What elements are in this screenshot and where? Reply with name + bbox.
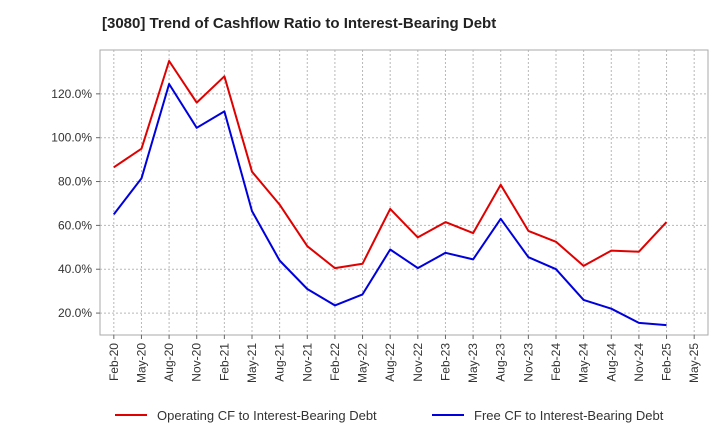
x-tick-label: Nov-21 bbox=[300, 343, 314, 382]
x-tick-label: Feb-23 bbox=[438, 343, 452, 381]
x-tick-label: Feb-21 bbox=[217, 343, 231, 381]
y-tick-label: 40.0% bbox=[58, 262, 92, 276]
y-tick-label: 60.0% bbox=[58, 218, 92, 232]
legend: Operating CF to Interest-Bearing Debt Fre… bbox=[115, 408, 664, 423]
y-axis: 20.0% 40.0% 60.0% 80.0% 100.0% 120.0% bbox=[51, 87, 100, 320]
x-tick-label: Aug-21 bbox=[273, 343, 287, 382]
x-tick-label: May-20 bbox=[134, 343, 148, 383]
x-tick-label: May-22 bbox=[356, 343, 370, 383]
x-tick-label: Nov-23 bbox=[521, 343, 535, 382]
x-tick-label: May-21 bbox=[245, 343, 259, 383]
x-tick-label: Feb-25 bbox=[660, 343, 674, 381]
legend-label-1: Operating CF to Interest-Bearing Debt bbox=[157, 408, 377, 423]
x-tick-label: Feb-20 bbox=[107, 343, 121, 381]
x-axis: Feb-20 May-20 Aug-20 Nov-20 Feb-21 May-21 Aug-… bbox=[107, 335, 701, 383]
legend-label-2: Free CF to Interest-Bearing Debt bbox=[474, 408, 664, 423]
x-tick-label: Nov-22 bbox=[411, 343, 425, 382]
chart-title: [3080] Trend of Cashflow Ratio to Intere… bbox=[102, 15, 497, 32]
x-tick-label: Feb-24 bbox=[549, 343, 563, 381]
series-layer bbox=[113, 60, 668, 327]
series-line-1 bbox=[113, 60, 668, 270]
y-tick-label: 20.0% bbox=[58, 306, 92, 320]
x-tick-label: May-25 bbox=[687, 343, 701, 383]
series-line-2 bbox=[113, 83, 667, 327]
x-tick-label: Nov-20 bbox=[190, 343, 204, 382]
x-tick-label: May-23 bbox=[466, 343, 480, 383]
x-tick-label: Aug-22 bbox=[383, 343, 397, 382]
gridlines bbox=[100, 50, 708, 335]
y-tick-label: 120.0% bbox=[51, 87, 92, 101]
x-tick-label: May-24 bbox=[577, 343, 591, 383]
plot-area-frame bbox=[99, 49, 709, 336]
x-tick-label: Aug-23 bbox=[494, 343, 508, 382]
y-tick-label: 80.0% bbox=[58, 175, 92, 189]
y-tick-label: 100.0% bbox=[51, 131, 92, 145]
x-tick-label: Aug-20 bbox=[162, 343, 176, 382]
x-tick-label: Feb-22 bbox=[328, 343, 342, 381]
x-tick-label: Nov-24 bbox=[632, 343, 646, 382]
x-tick-label: Aug-24 bbox=[604, 343, 618, 382]
